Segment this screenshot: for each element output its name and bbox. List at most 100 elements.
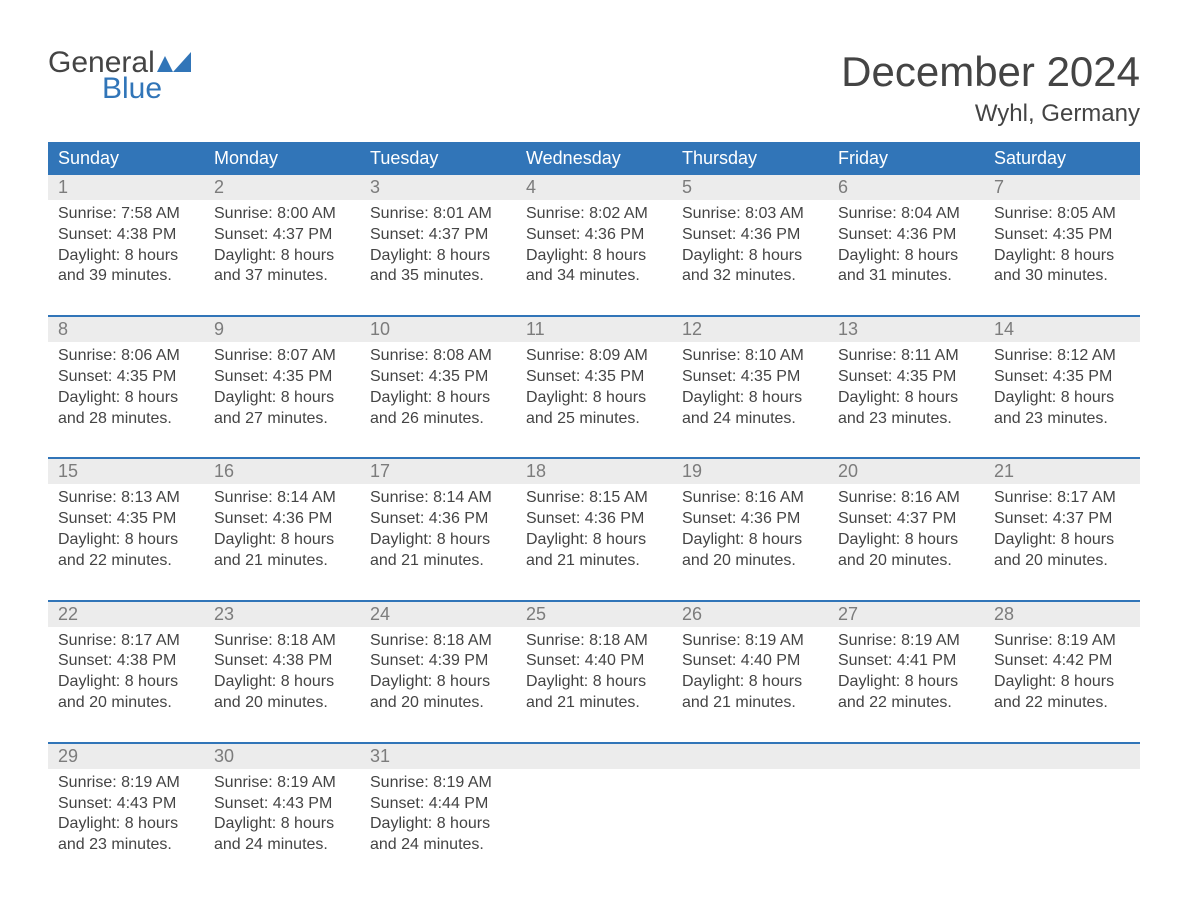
- sunrise-line: Sunrise: 8:19 AM: [214, 773, 350, 794]
- sunset-line: Sunset: 4:37 PM: [370, 225, 506, 246]
- sunrise-line: Sunrise: 8:02 AM: [526, 204, 662, 225]
- day-number: 5: [672, 175, 828, 200]
- sunrise-line: Sunrise: 8:18 AM: [526, 631, 662, 652]
- week-row: 22232425262728Sunrise: 8:17 AMSunset: 4:…: [48, 600, 1140, 734]
- sunrise-line: Sunrise: 8:05 AM: [994, 204, 1130, 225]
- title-block: December 2024 Wyhl, Germany: [841, 48, 1140, 128]
- cells-row: Sunrise: 8:17 AMSunset: 4:38 PMDaylight:…: [48, 627, 1140, 734]
- day-cell: Sunrise: 8:16 AMSunset: 4:36 PMDaylight:…: [672, 484, 828, 591]
- day-number: 11: [516, 317, 672, 342]
- daylight-line: Daylight: 8 hours and 32 minutes.: [682, 246, 818, 288]
- sunrise-line: Sunrise: 8:14 AM: [214, 488, 350, 509]
- daylight-line: Daylight: 8 hours and 21 minutes.: [214, 530, 350, 572]
- sunset-line: Sunset: 4:37 PM: [994, 509, 1130, 530]
- day-cell: Sunrise: 8:17 AMSunset: 4:37 PMDaylight:…: [984, 484, 1140, 591]
- day-number: 17: [360, 459, 516, 484]
- day-number: 31: [360, 744, 516, 769]
- sunrise-line: Sunrise: 8:19 AM: [994, 631, 1130, 652]
- sunset-line: Sunset: 4:36 PM: [682, 509, 818, 530]
- day-cell: Sunrise: 8:03 AMSunset: 4:36 PMDaylight:…: [672, 200, 828, 307]
- day-cell: Sunrise: 8:06 AMSunset: 4:35 PMDaylight:…: [48, 342, 204, 449]
- day-cell: Sunrise: 8:07 AMSunset: 4:35 PMDaylight:…: [204, 342, 360, 449]
- sunset-line: Sunset: 4:36 PM: [682, 225, 818, 246]
- sunrise-line: Sunrise: 8:11 AM: [838, 346, 974, 367]
- day-cell: Sunrise: 8:01 AMSunset: 4:37 PMDaylight:…: [360, 200, 516, 307]
- day-number: 26: [672, 602, 828, 627]
- cells-row: Sunrise: 7:58 AMSunset: 4:38 PMDaylight:…: [48, 200, 1140, 307]
- daylight-line: Daylight: 8 hours and 34 minutes.: [526, 246, 662, 288]
- daylight-line: Daylight: 8 hours and 22 minutes.: [838, 672, 974, 714]
- day-number: 14: [984, 317, 1140, 342]
- day-number: 1: [48, 175, 204, 200]
- dayname: Thursday: [672, 142, 828, 175]
- dayname: Monday: [204, 142, 360, 175]
- sunrise-line: Sunrise: 8:01 AM: [370, 204, 506, 225]
- day-number: 3: [360, 175, 516, 200]
- day-cell: Sunrise: 8:14 AMSunset: 4:36 PMDaylight:…: [360, 484, 516, 591]
- sunrise-line: Sunrise: 8:00 AM: [214, 204, 350, 225]
- sunrise-line: Sunrise: 8:19 AM: [682, 631, 818, 652]
- sunset-line: Sunset: 4:35 PM: [682, 367, 818, 388]
- day-number: 22: [48, 602, 204, 627]
- sunrise-line: Sunrise: 8:08 AM: [370, 346, 506, 367]
- day-number: 27: [828, 602, 984, 627]
- sunset-line: Sunset: 4:35 PM: [58, 367, 194, 388]
- dayname: Saturday: [984, 142, 1140, 175]
- sunset-line: Sunset: 4:40 PM: [682, 651, 818, 672]
- daylight-line: Daylight: 8 hours and 23 minutes.: [838, 388, 974, 430]
- day-number: [672, 744, 828, 769]
- day-number: 15: [48, 459, 204, 484]
- sunrise-line: Sunrise: 8:10 AM: [682, 346, 818, 367]
- day-number: 20: [828, 459, 984, 484]
- day-cell: [984, 769, 1140, 876]
- daylight-line: Daylight: 8 hours and 22 minutes.: [994, 672, 1130, 714]
- sunrise-line: Sunrise: 8:07 AM: [214, 346, 350, 367]
- daynum-row: 22232425262728: [48, 602, 1140, 627]
- day-number: 21: [984, 459, 1140, 484]
- sunrise-line: Sunrise: 8:15 AM: [526, 488, 662, 509]
- week-row: 1234567Sunrise: 7:58 AMSunset: 4:38 PMDa…: [48, 175, 1140, 307]
- day-number: 8: [48, 317, 204, 342]
- dayname: Friday: [828, 142, 984, 175]
- daylight-line: Daylight: 8 hours and 23 minutes.: [994, 388, 1130, 430]
- day-number: 6: [828, 175, 984, 200]
- sunrise-line: Sunrise: 8:09 AM: [526, 346, 662, 367]
- day-cell: Sunrise: 8:13 AMSunset: 4:35 PMDaylight:…: [48, 484, 204, 591]
- daylight-line: Daylight: 8 hours and 21 minutes.: [526, 530, 662, 572]
- daylight-line: Daylight: 8 hours and 30 minutes.: [994, 246, 1130, 288]
- day-cell: Sunrise: 8:09 AMSunset: 4:35 PMDaylight:…: [516, 342, 672, 449]
- sunrise-line: Sunrise: 8:16 AM: [838, 488, 974, 509]
- daylight-line: Daylight: 8 hours and 20 minutes.: [994, 530, 1130, 572]
- day-cell: Sunrise: 8:12 AMSunset: 4:35 PMDaylight:…: [984, 342, 1140, 449]
- cells-row: Sunrise: 8:13 AMSunset: 4:35 PMDaylight:…: [48, 484, 1140, 591]
- sunset-line: Sunset: 4:38 PM: [58, 651, 194, 672]
- sunset-line: Sunset: 4:36 PM: [214, 509, 350, 530]
- page-title: December 2024: [841, 48, 1140, 96]
- sunset-line: Sunset: 4:41 PM: [838, 651, 974, 672]
- day-number: [828, 744, 984, 769]
- day-number: 28: [984, 602, 1140, 627]
- daylight-line: Daylight: 8 hours and 20 minutes.: [58, 672, 194, 714]
- sunset-line: Sunset: 4:35 PM: [370, 367, 506, 388]
- daynum-row: 15161718192021: [48, 459, 1140, 484]
- daylight-line: Daylight: 8 hours and 24 minutes.: [682, 388, 818, 430]
- day-cell: Sunrise: 8:19 AMSunset: 4:41 PMDaylight:…: [828, 627, 984, 734]
- dayname-row: SundayMondayTuesdayWednesdayThursdayFrid…: [48, 142, 1140, 175]
- day-number: 19: [672, 459, 828, 484]
- day-cell: Sunrise: 8:10 AMSunset: 4:35 PMDaylight:…: [672, 342, 828, 449]
- day-number: 23: [204, 602, 360, 627]
- sunset-line: Sunset: 4:35 PM: [838, 367, 974, 388]
- sunrise-line: Sunrise: 8:17 AM: [58, 631, 194, 652]
- daylight-line: Daylight: 8 hours and 27 minutes.: [214, 388, 350, 430]
- daylight-line: Daylight: 8 hours and 20 minutes.: [214, 672, 350, 714]
- cells-row: Sunrise: 8:06 AMSunset: 4:35 PMDaylight:…: [48, 342, 1140, 449]
- sunset-line: Sunset: 4:36 PM: [370, 509, 506, 530]
- day-number: 13: [828, 317, 984, 342]
- sunset-line: Sunset: 4:38 PM: [58, 225, 194, 246]
- day-cell: Sunrise: 8:14 AMSunset: 4:36 PMDaylight:…: [204, 484, 360, 591]
- daylight-line: Daylight: 8 hours and 25 minutes.: [526, 388, 662, 430]
- calendar: SundayMondayTuesdayWednesdayThursdayFrid…: [48, 142, 1140, 876]
- sunset-line: Sunset: 4:35 PM: [526, 367, 662, 388]
- sunset-line: Sunset: 4:37 PM: [838, 509, 974, 530]
- daynum-row: 293031: [48, 744, 1140, 769]
